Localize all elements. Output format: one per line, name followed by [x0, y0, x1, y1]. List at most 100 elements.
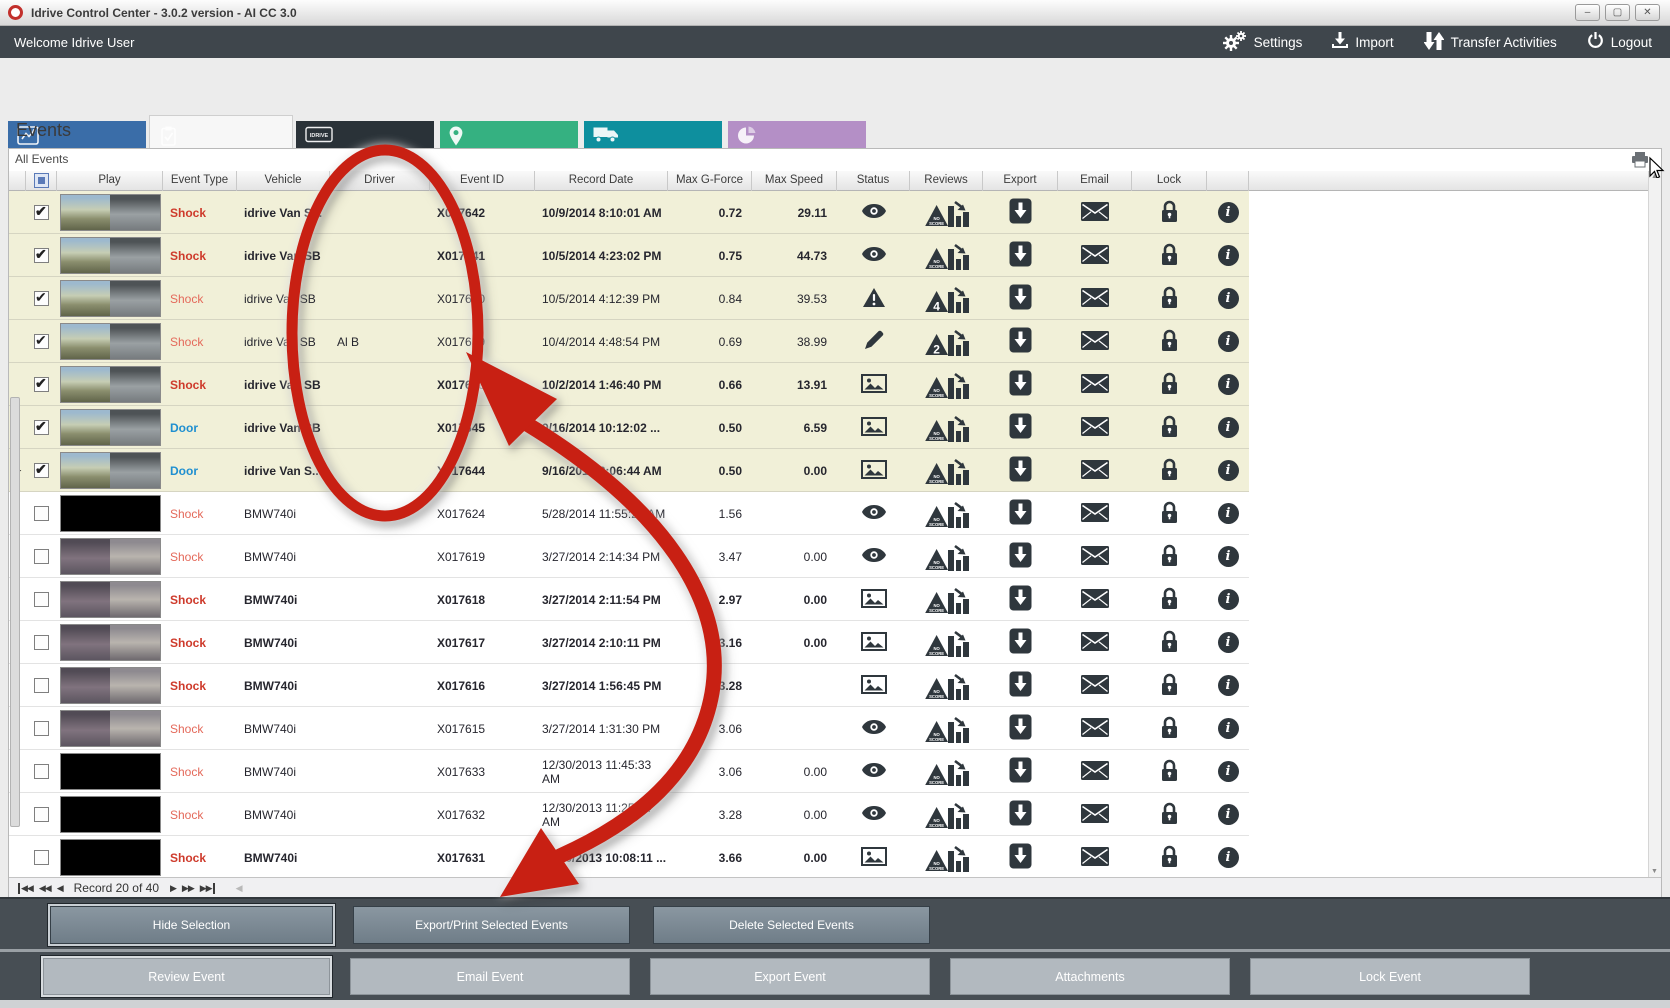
row-checkbox[interactable]	[34, 807, 49, 822]
email-icon[interactable]	[1081, 631, 1109, 654]
review-score-icon[interactable]: 4	[924, 285, 970, 313]
event-video-thumbnail[interactable]	[59, 753, 161, 790]
info-icon[interactable]: i	[1217, 632, 1239, 653]
email-icon[interactable]	[1081, 201, 1109, 224]
event-video-thumbnail[interactable]	[59, 839, 161, 876]
table-row[interactable]: Shock BMW740i X017617 3/27/2014 2:10:11 PM 3…	[9, 621, 1249, 664]
email-icon[interactable]	[1081, 803, 1109, 826]
email-icon[interactable]	[1081, 244, 1109, 267]
row-checkbox[interactable]	[34, 721, 49, 736]
attachments-button[interactable]: Attachments	[950, 958, 1230, 995]
export-icon[interactable]	[1009, 413, 1032, 442]
table-row[interactable]: Shock BMW740i X017615 3/27/2014 1:31:30 PM 3…	[9, 707, 1249, 750]
info-icon[interactable]: i	[1217, 675, 1239, 696]
hide-selection-button[interactable]: Hide Selection	[50, 906, 333, 944]
info-icon[interactable]: i	[1217, 589, 1239, 610]
event-video-thumbnail[interactable]	[59, 280, 161, 317]
info-icon[interactable]: i	[1217, 847, 1239, 868]
email-icon[interactable]	[1081, 459, 1109, 482]
export-icon[interactable]	[1009, 843, 1032, 872]
review-score-icon[interactable]: NO SCORE	[924, 371, 970, 399]
event-video-thumbnail[interactable]	[59, 710, 161, 747]
export-icon[interactable]	[1009, 671, 1032, 700]
delete-selected-events-button[interactable]: Delete Selected Events	[653, 906, 930, 944]
column-header-play[interactable]: Play	[57, 171, 163, 191]
email-icon[interactable]	[1081, 502, 1109, 525]
review-score-icon[interactable]: NO SCORE	[924, 457, 970, 485]
close-button[interactable]: ✕	[1635, 4, 1660, 21]
nav-next-page-button[interactable]: ▶▶	[181, 882, 195, 893]
table-row[interactable]: Shock BMW740i X017619 3/27/2014 2:14:34 PM 3…	[9, 535, 1249, 578]
table-row[interactable]: Shock BMW740i X017633 12/30/2013 11:45:33 A…	[9, 750, 1249, 793]
vertical-scrollbar-thumb[interactable]	[10, 397, 20, 827]
review-score-icon[interactable]: NO SCORE	[924, 672, 970, 700]
event-video-thumbnail[interactable]	[59, 194, 161, 231]
info-icon[interactable]: i	[1217, 718, 1239, 739]
info-icon[interactable]: i	[1217, 417, 1239, 438]
eye-status-icon[interactable]	[861, 805, 887, 824]
picture-status-icon[interactable]	[860, 631, 887, 654]
picture-status-icon[interactable]	[860, 588, 887, 611]
table-row[interactable]: Shock idrive Van SB X017638 10/2/2014 1:46:…	[9, 363, 1249, 406]
row-checkbox[interactable]	[34, 418, 49, 435]
export-icon[interactable]	[1009, 327, 1032, 356]
column-header-email[interactable]: Email	[1058, 171, 1132, 191]
nav-next-button[interactable]: ▶	[170, 882, 177, 893]
event-video-thumbnail[interactable]	[59, 452, 161, 489]
event-video-thumbnail[interactable]	[59, 409, 161, 446]
export-icon[interactable]	[1009, 456, 1032, 485]
topbar-action-settings[interactable]: Settings	[1222, 30, 1302, 54]
review-score-icon[interactable]: 2	[924, 328, 970, 356]
email-icon[interactable]	[1081, 373, 1109, 396]
table-row[interactable]: Shock idrive Van S... X017642 10/9/2014 8:1…	[9, 191, 1249, 234]
lock-icon[interactable]	[1160, 414, 1179, 441]
row-checkbox[interactable]	[34, 678, 49, 693]
column-header-id[interactable]: Event ID	[430, 171, 535, 191]
email-icon[interactable]	[1081, 760, 1109, 783]
picture-status-icon[interactable]	[860, 459, 887, 482]
row-checkbox[interactable]	[34, 549, 49, 564]
nav-last-button[interactable]: ▶▶	[200, 882, 215, 894]
info-icon[interactable]: i	[1217, 460, 1239, 481]
lock-event-button[interactable]: Lock Event	[1250, 958, 1530, 995]
row-checkbox[interactable]	[34, 375, 49, 392]
info-icon[interactable]: i	[1217, 202, 1239, 223]
column-header-type[interactable]: Event Type	[163, 171, 237, 191]
review-score-icon[interactable]: NO SCORE	[924, 586, 970, 614]
table-row[interactable]: Shock idrive Van SB X017640 10/5/2014 4:12:…	[9, 277, 1249, 320]
review-score-icon[interactable]: NO SCORE	[924, 199, 970, 227]
row-checkbox[interactable]	[34, 246, 49, 263]
event-video-thumbnail[interactable]	[59, 495, 161, 532]
lock-icon[interactable]	[1160, 672, 1179, 699]
select-all-checkbox[interactable]	[33, 173, 49, 188]
event-video-thumbnail[interactable]	[59, 237, 161, 274]
row-checkbox[interactable]	[34, 506, 49, 521]
review-score-icon[interactable]: NO SCORE	[924, 844, 970, 872]
event-video-thumbnail[interactable]	[59, 581, 161, 618]
lock-icon[interactable]	[1160, 328, 1179, 355]
export-icon[interactable]	[1009, 757, 1032, 786]
event-video-thumbnail[interactable]	[59, 366, 161, 403]
export-icon[interactable]	[1009, 714, 1032, 743]
printer-icon[interactable]	[1632, 152, 1666, 179]
info-icon[interactable]: i	[1217, 331, 1239, 352]
table-row[interactable]: Shock BMW740i X017616 3/27/2014 1:56:45 PM 3…	[9, 664, 1249, 707]
row-checkbox[interactable]	[34, 332, 49, 349]
row-checkbox[interactable]	[34, 203, 49, 220]
nav-first-button[interactable]: ◀◀	[18, 882, 34, 894]
pencil-status-icon[interactable]	[864, 330, 884, 353]
row-checkbox[interactable]	[34, 764, 49, 779]
export-icon[interactable]	[1009, 198, 1032, 227]
column-header-speed[interactable]: Max Speed	[752, 171, 837, 191]
review-score-icon[interactable]: NO SCORE	[924, 758, 970, 786]
eye-status-icon[interactable]	[861, 762, 887, 781]
event-video-thumbnail[interactable]	[59, 796, 161, 833]
topbar-action-import[interactable]: Import	[1332, 32, 1394, 52]
table-row[interactable]: Shock idrive Van SB Al B X017639 10/4/2014 4…	[9, 320, 1249, 363]
eye-status-icon[interactable]	[861, 719, 887, 738]
export-icon[interactable]	[1009, 284, 1032, 313]
hscroll-left-icon[interactable]: ◀	[235, 882, 243, 893]
eye-status-icon[interactable]	[861, 203, 887, 222]
column-header-driver[interactable]: Driver	[330, 171, 430, 191]
review-event-button[interactable]: Review Event	[43, 958, 330, 995]
